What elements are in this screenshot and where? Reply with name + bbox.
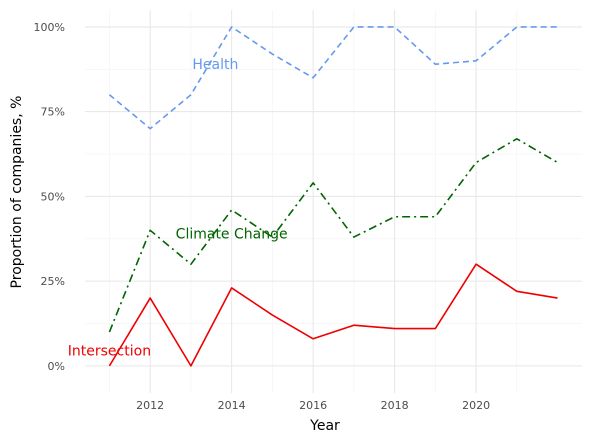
x-tick-label: 2018	[381, 399, 409, 412]
series-line-intersection	[108, 263, 558, 367]
y-tick-label: 25%	[41, 275, 65, 288]
grid-minor	[85, 10, 582, 393]
x-tick-label: 2012	[136, 399, 164, 412]
grid-major	[85, 10, 582, 393]
x-axis-ticks: 2012 2014 2016 2018 2020	[136, 399, 490, 412]
series-label-health: Health	[192, 57, 238, 73]
x-tick-label: 2016	[299, 399, 327, 412]
y-tick-label: 100%	[34, 21, 65, 34]
series-label-intersection: Intersection	[68, 344, 151, 360]
y-axis-ticks: 0% 25% 50% 75% 100%	[34, 21, 65, 373]
y-tick-label: 0%	[48, 360, 65, 373]
x-tick-label: 2014	[218, 399, 246, 412]
series-line-health	[108, 26, 558, 130]
x-axis-title: Year	[309, 418, 340, 434]
y-axis-title: Proportion of companies, %	[9, 96, 25, 289]
series-labels: Health Climate Change Intersection	[68, 57, 288, 359]
series-label-climate-change: Climate Change	[176, 227, 288, 243]
series-line-climate-change	[108, 137, 558, 333]
y-tick-label: 50%	[41, 190, 65, 203]
series-layer	[108, 26, 558, 367]
y-tick-label: 75%	[41, 106, 65, 119]
x-tick-label: 2020	[462, 399, 490, 412]
